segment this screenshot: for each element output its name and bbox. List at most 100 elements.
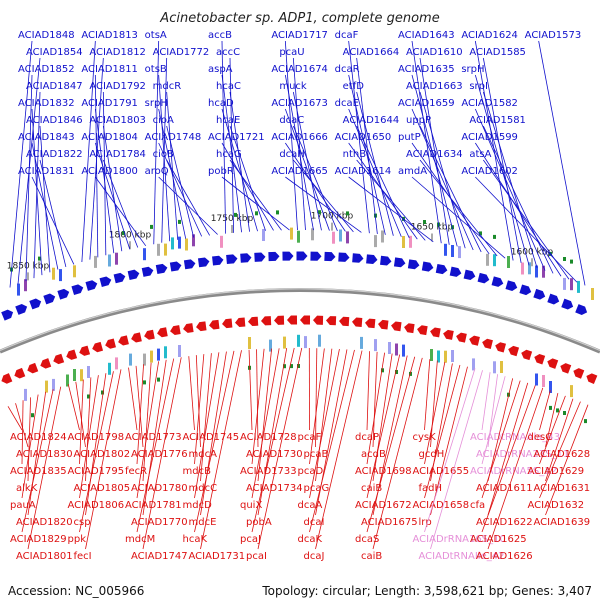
gene-label: dcaI [304,517,325,528]
gene-label: ACIAD1639 [534,517,591,528]
marker-tick [122,231,125,236]
gene-label: uppP [406,115,431,126]
gene-label: pcaG [304,483,330,494]
gene-label: ACIAD1791 [81,98,138,109]
gene-label: otsA [145,30,167,41]
gene-label: ACIAD1644 [343,115,400,126]
feature-bar [444,350,447,363]
gene-label: mdcB [183,466,212,477]
label-leader [136,361,160,499]
gene-label: gcdH [419,449,445,460]
label-leader [27,386,62,550]
gene-label: ACIAD1852 [18,64,75,75]
gene-label: ACIAD1847 [26,81,83,92]
gene-label: ACIAD1822 [26,149,83,160]
reverse-gene-arrow [287,315,298,325]
reverse-gene-arrow [144,329,155,340]
reverse-gene-arrow [378,319,389,330]
scale-label: 1750 kbp [211,214,254,224]
gene-label: ACIAD1811 [81,64,138,75]
reverse-gene-arrow [443,329,454,340]
marker-tick [101,390,104,395]
feature-bar [374,339,377,352]
gene-label: ACIAD1805 [74,483,131,494]
label-leader [482,91,538,269]
reverse-gene-arrow [430,327,441,338]
feature-bar [591,288,594,300]
label-leader [419,91,466,249]
forward-gene-arrow [352,253,364,263]
gene-label: ACIAD1801 [16,551,73,562]
label-leader [158,176,218,235]
forward-gene-arrow [491,276,504,287]
label-leader [229,57,235,233]
gene-label: pauA [10,500,36,511]
marker-tick [395,370,398,374]
label-leader [309,349,355,533]
gene-label: hcaE [216,115,240,126]
gene-label: ACIAD1658 [413,500,470,511]
gene-label: ACIAD1585 [469,47,526,58]
reverse-gene-arrow [326,316,337,326]
gene-label: amdA [398,166,427,177]
gene-label: dcaJ [304,551,325,562]
reverse-gene-arrow [391,321,402,332]
feature-bar [164,346,167,359]
label-leader [94,142,131,250]
label-leader [39,159,67,268]
label-leader [85,373,107,516]
reverse-gene-arrow [508,345,520,357]
label-leader [284,40,298,231]
label-leader [194,352,220,499]
label-leader [257,348,288,516]
label-leader [424,359,431,431]
feature-bar [290,227,293,240]
marker-tick [318,210,321,215]
gene-label: ACIAD1665 [271,166,328,177]
reverse-gene-arrow [196,321,207,332]
gene-label: ACIAD1848 [18,30,75,41]
gene-label: ACIADrRNA16S_10 [413,534,506,545]
reverse-gene-arrow [313,315,324,325]
feature-bar [570,278,573,291]
label-leader [229,159,282,231]
forward-gene-arrow [169,261,182,272]
gene-label: ACIAD1795 [68,466,125,477]
gene-label: atsA [469,149,491,160]
marker-tick [31,413,34,418]
label-leader [9,40,33,288]
forward-gene-arrow [282,251,294,261]
forward-gene-arrow [99,276,112,287]
label-leader [158,74,171,242]
gene-label: ACIAD1632 [528,500,585,511]
gene-label: ACIAD1625 [470,534,527,545]
label-leader [475,176,578,283]
label-leader [102,91,107,256]
feature-bar [409,235,412,248]
feature-bar [402,344,405,357]
label-leader [39,125,51,273]
forward-gene-arrow [43,293,56,305]
reverse-gene-arrow [339,316,350,327]
gene-label: ACIAD1581 [469,115,526,126]
forward-gene-arrow [15,303,28,315]
label-leader [424,361,446,465]
forward-gene-arrow [197,257,210,268]
gene-label: srpI [469,81,488,92]
gene-label: ACIAD1673 [271,98,328,109]
reverse-gene-arrow [157,327,168,338]
gene-label: ACIAD1733 [240,466,297,477]
gene-label: cfa [470,500,485,511]
feature-bar [458,246,461,259]
label-leader [481,376,506,465]
label-leader [21,400,24,465]
gene-label: dcaS [355,534,379,545]
marker-tick [297,364,300,368]
forward-gene-arrow [366,254,378,265]
label-leader [430,370,483,550]
reverse-gene-arrow [495,342,507,353]
forward-gene-arrow [463,269,476,281]
gene-label: muck [279,81,307,92]
gene-label: ACIAD1832 [18,98,75,109]
forward-gene-arrow [183,259,196,270]
